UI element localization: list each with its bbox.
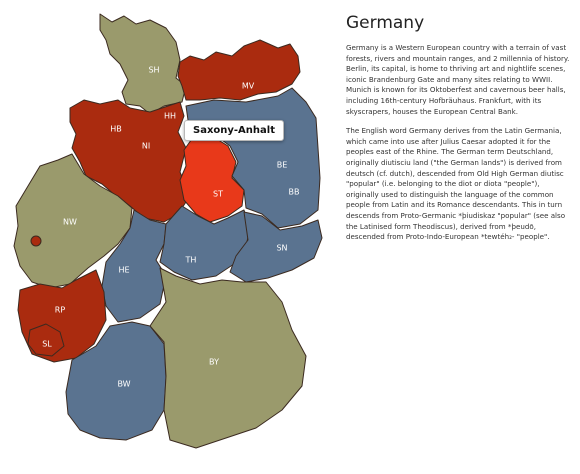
state-by[interactable]: Bavaria (149, 267, 307, 449)
country-title: Germany (346, 13, 425, 33)
state-sn[interactable]: Saxony (229, 211, 323, 283)
description-paragraph-2: The English word Germany derives from th… (346, 126, 566, 242)
state-mv[interactable]: Mecklenburg-Vorpommern (177, 39, 301, 101)
state-tooltip: Saxony-Anhalt (184, 120, 284, 141)
map-panel: Schleswig-HolsteinMecklenburg-Vorpommern… (13, 13, 323, 449)
state-sh[interactable]: Schleswig-Holstein (99, 13, 187, 115)
state-sl[interactable]: Saarland (27, 323, 65, 357)
state-nw[interactable]: North Rhine-Westphalia (13, 153, 133, 289)
info-panel: Germany Germany is a Western European co… (346, 12, 572, 243)
germany-map: Schleswig-HolsteinMecklenburg-Vorpommern… (13, 13, 323, 449)
description-paragraph-1: Germany is a Western European country wi… (346, 43, 570, 116)
city-marker[interactable] (30, 235, 42, 247)
